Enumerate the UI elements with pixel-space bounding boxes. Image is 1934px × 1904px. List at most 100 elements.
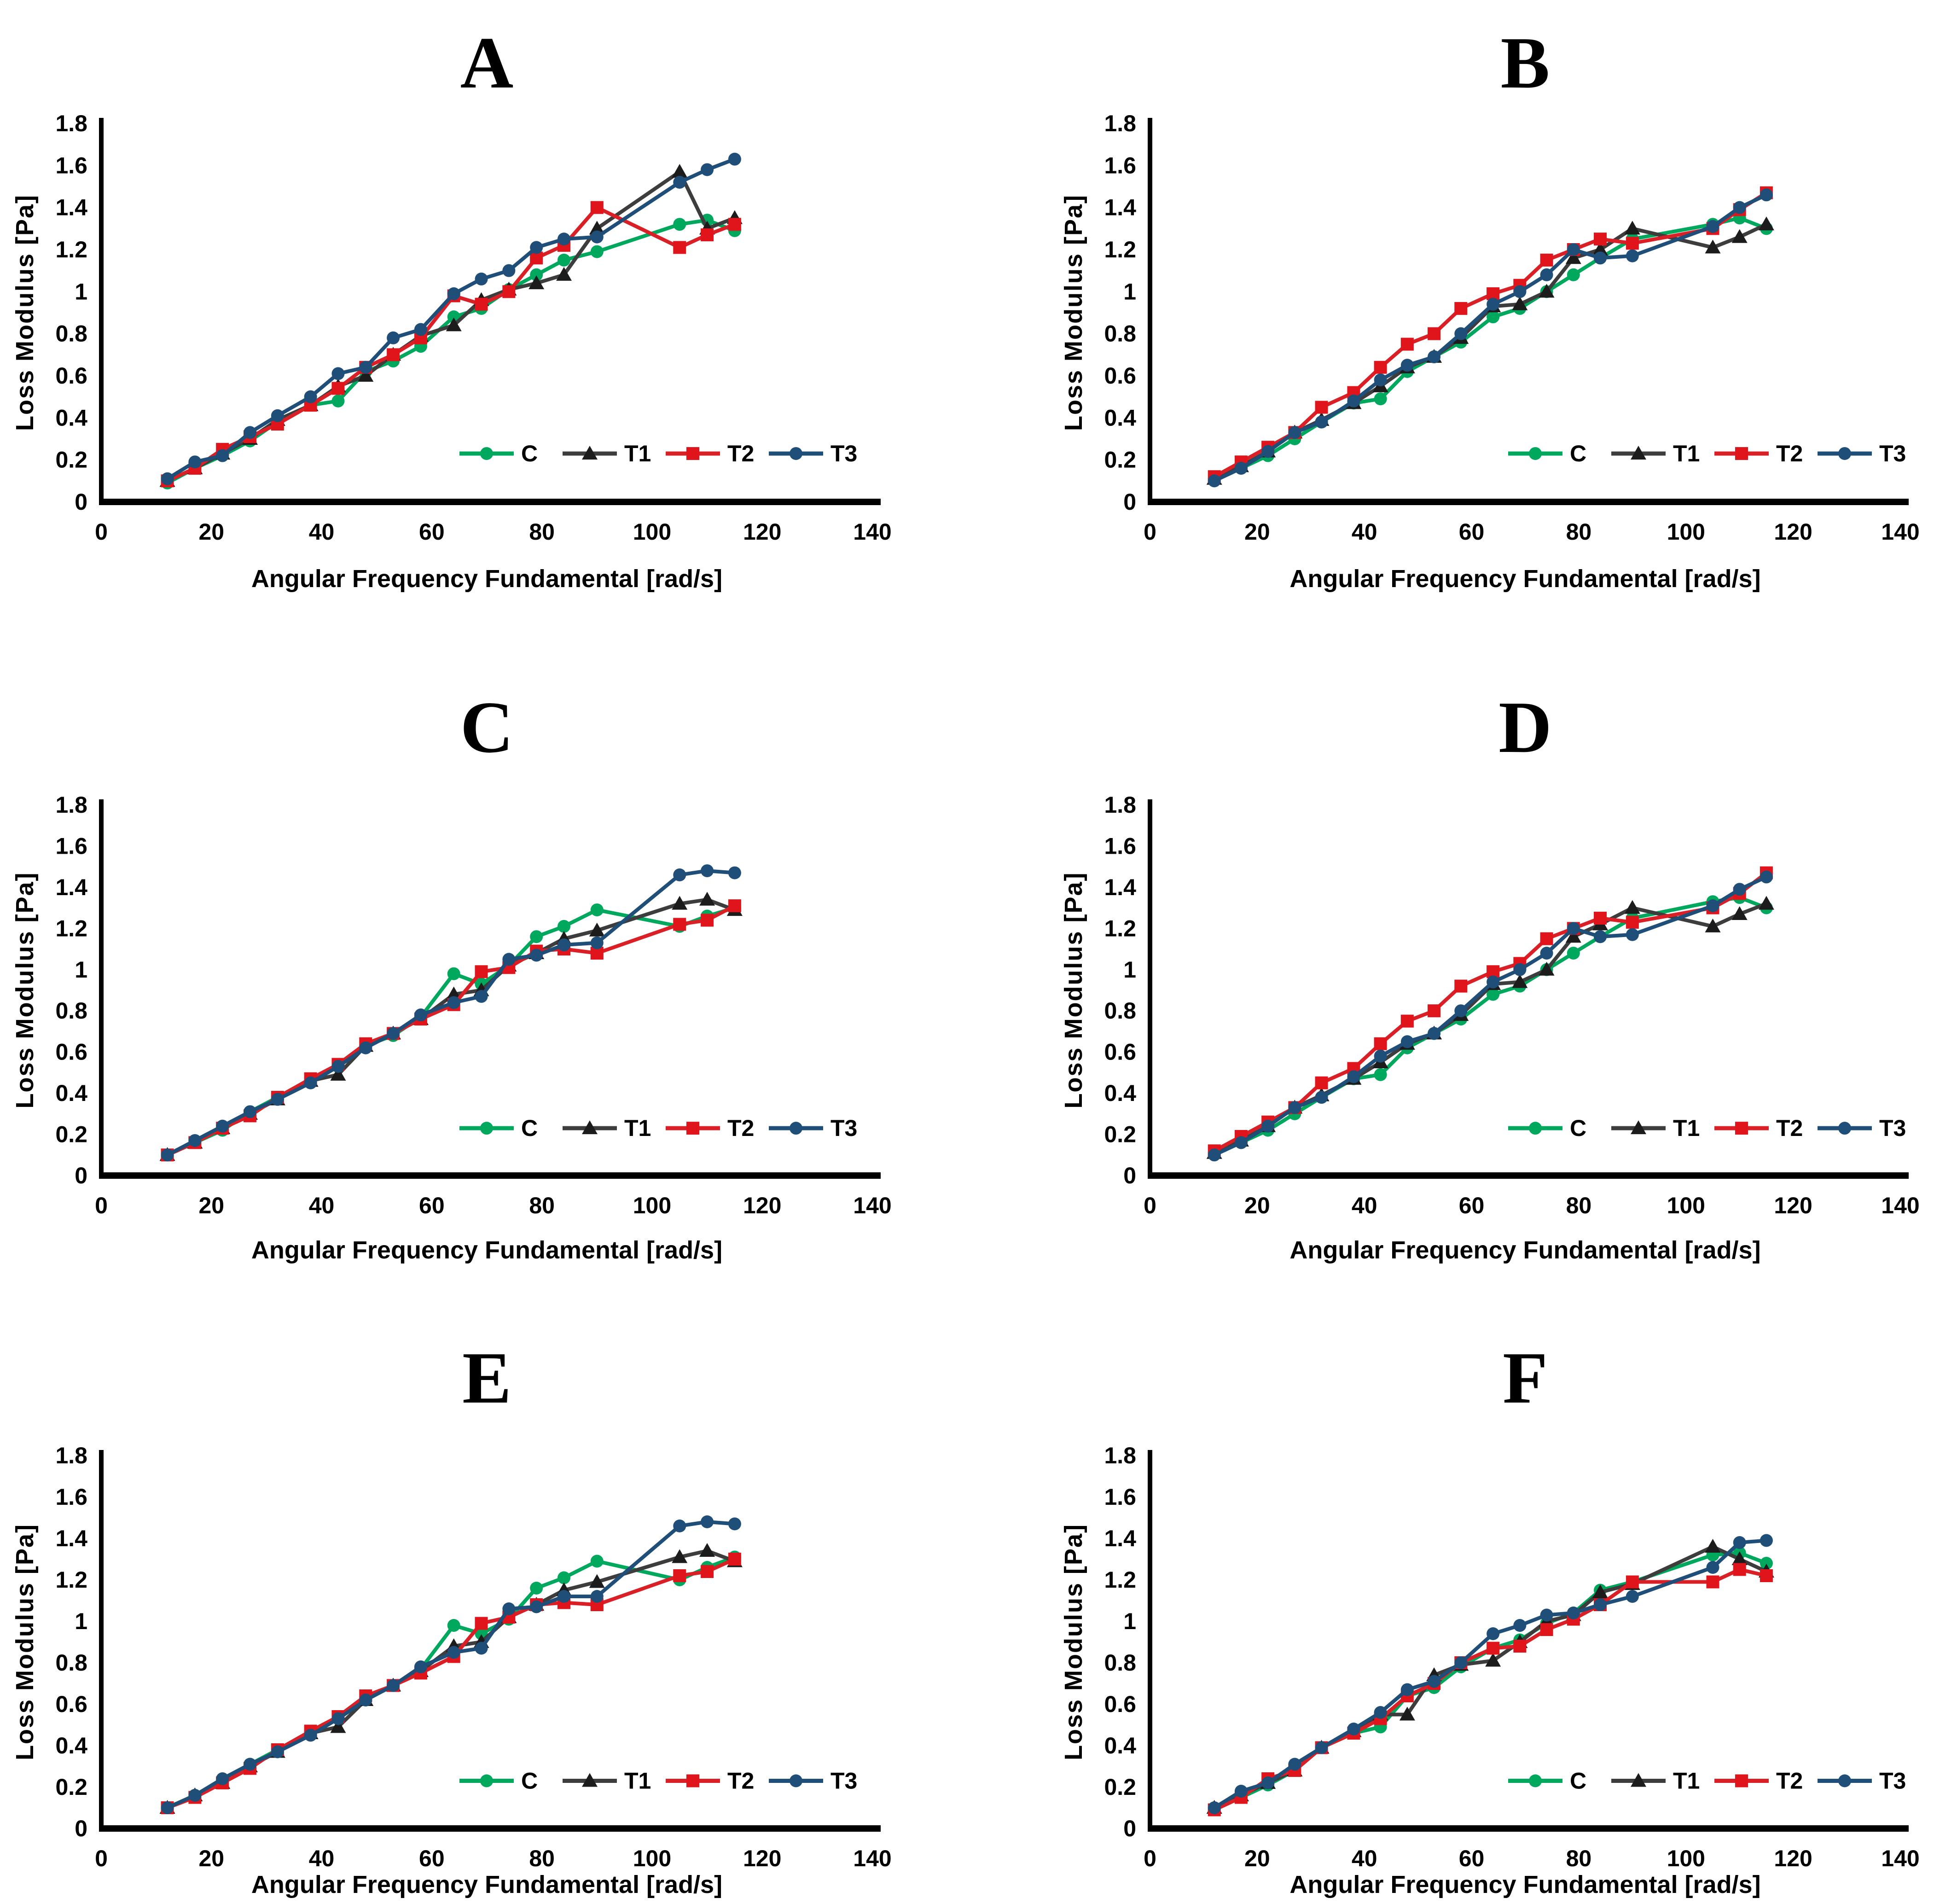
x-tick-label: 60 [419, 1846, 445, 1871]
chart-panel-c: C 0 0.2 0.4 0.6 0.8 1 1.2 1.4 1.6 1.8 0 20 40 60 80 100 1… [11, 686, 892, 1264]
marker-triangle [1731, 229, 1748, 243]
x-tick-label: 120 [743, 1193, 781, 1218]
marker-circle [673, 218, 686, 231]
marker-circle [1234, 461, 1248, 475]
marker-square [1315, 1076, 1328, 1089]
x-tick-label: 40 [309, 1193, 335, 1218]
legend: C T1 T2 T3 [459, 1115, 857, 1141]
y-tick-label: 0.4 [1104, 1733, 1136, 1758]
marker-square [475, 1617, 488, 1630]
marker-circle [244, 426, 257, 439]
marker-circle [1594, 251, 1607, 265]
y-tick-label: 1.6 [1104, 833, 1136, 859]
marker-triangle [556, 267, 572, 281]
x-tick-label: 40 [1352, 1193, 1377, 1218]
marker-circle [590, 1555, 604, 1568]
legend-label: C [521, 1768, 538, 1794]
marker-square [701, 1565, 714, 1578]
panel-letter: B [1501, 22, 1550, 104]
marker-circle [1347, 1723, 1360, 1735]
x-tick-label: 100 [1667, 1846, 1705, 1871]
x-tick-label: 140 [1881, 519, 1919, 545]
marker-circle [188, 455, 202, 469]
marker-circle [1428, 1027, 1441, 1040]
marker-square [387, 348, 400, 361]
legend-label: T3 [1879, 441, 1906, 466]
legend-label: T3 [1879, 1768, 1906, 1794]
x-tick-label: 60 [419, 519, 445, 545]
y-tick-label: 1.6 [1104, 1484, 1136, 1510]
y-tick-label: 1.4 [55, 874, 87, 900]
marker-triangle [1485, 1653, 1501, 1667]
marker-circle [590, 245, 604, 258]
marker-circle [1315, 1091, 1328, 1104]
marker-circle [1540, 1608, 1553, 1622]
legend-item-C: C [459, 1768, 538, 1794]
marker-square [1454, 302, 1468, 315]
y-tick-label: 1.2 [55, 1567, 87, 1593]
marker-circle [1428, 350, 1441, 363]
marker-circle [1733, 1536, 1746, 1549]
marker-triangle [358, 368, 374, 382]
marker-circle [1706, 1561, 1719, 1574]
x-tick-label: 140 [1881, 1846, 1919, 1871]
legend-label: T2 [1776, 441, 1803, 466]
marker-square [1706, 1575, 1719, 1589]
marker-circle [1487, 1627, 1500, 1640]
marker-triangle [1624, 221, 1640, 235]
x-tick-label: 100 [633, 1846, 671, 1871]
marker-circle [502, 953, 516, 966]
marker-circle [558, 920, 570, 933]
marker-circle [673, 1520, 686, 1532]
marker-circle [1487, 975, 1500, 989]
marker-square [701, 228, 714, 242]
marker-circle [1626, 249, 1639, 262]
chart-panel-d: D 0 0.2 0.4 0.6 0.8 1 1.2 1.4 1.6 1.8 0 20 40 60 80 100 1… [1060, 686, 1920, 1264]
y-tick-label: 0.4 [1104, 1080, 1136, 1106]
legend-item-C: C [459, 441, 538, 466]
marker-square [728, 899, 741, 913]
marker-triangle [1631, 1120, 1646, 1135]
y-tick-label: 1 [75, 279, 87, 304]
marker-circle [1288, 1101, 1301, 1114]
marker-square [1735, 447, 1748, 460]
marker-triangle [699, 891, 715, 906]
y-tick-label: 1.2 [1104, 237, 1136, 262]
y-tick-label: 0.4 [55, 405, 87, 431]
marker-square [1400, 338, 1414, 351]
marker-circle [1760, 1557, 1773, 1570]
y-tick-label: 0.4 [55, 1080, 87, 1106]
marker-circle [1374, 1706, 1387, 1719]
marker-circle [502, 1602, 516, 1615]
x-tick-label: 0 [95, 519, 108, 545]
marker-circle [304, 1076, 317, 1089]
marker-circle [558, 1571, 570, 1584]
y-tick-label: 1.2 [1104, 915, 1136, 941]
marker-triangle [1631, 1773, 1646, 1787]
legend-label: T3 [831, 1768, 857, 1794]
marker-circle [1733, 883, 1746, 896]
marker-square [1428, 1004, 1441, 1018]
marker-square [1626, 915, 1639, 929]
y-tick-label: 1 [1123, 957, 1136, 983]
marker-square [1735, 1774, 1748, 1788]
marker-square [502, 285, 516, 298]
marker-square [728, 218, 741, 231]
y-tick-label: 0 [75, 1163, 87, 1188]
marker-circle [1529, 1774, 1542, 1788]
x-tick-label: 20 [1244, 1193, 1270, 1218]
legend-label: C [1570, 441, 1586, 466]
marker-circle [1567, 1607, 1580, 1619]
marker-circle [790, 1122, 802, 1135]
legend: C T1 T2 T3 [1508, 441, 1906, 466]
legend-item-T2: T2 [1714, 1115, 1803, 1141]
legend-label: C [521, 441, 538, 466]
marker-circle [1706, 220, 1719, 233]
marker-circle [331, 1712, 345, 1725]
marker-square [728, 1553, 741, 1566]
marker-circle [1315, 415, 1328, 429]
y-tick-label: 0.4 [55, 1733, 87, 1758]
panel-letter: E [462, 1337, 511, 1419]
marker-circle [244, 1758, 257, 1771]
series-markers-C [161, 214, 741, 489]
